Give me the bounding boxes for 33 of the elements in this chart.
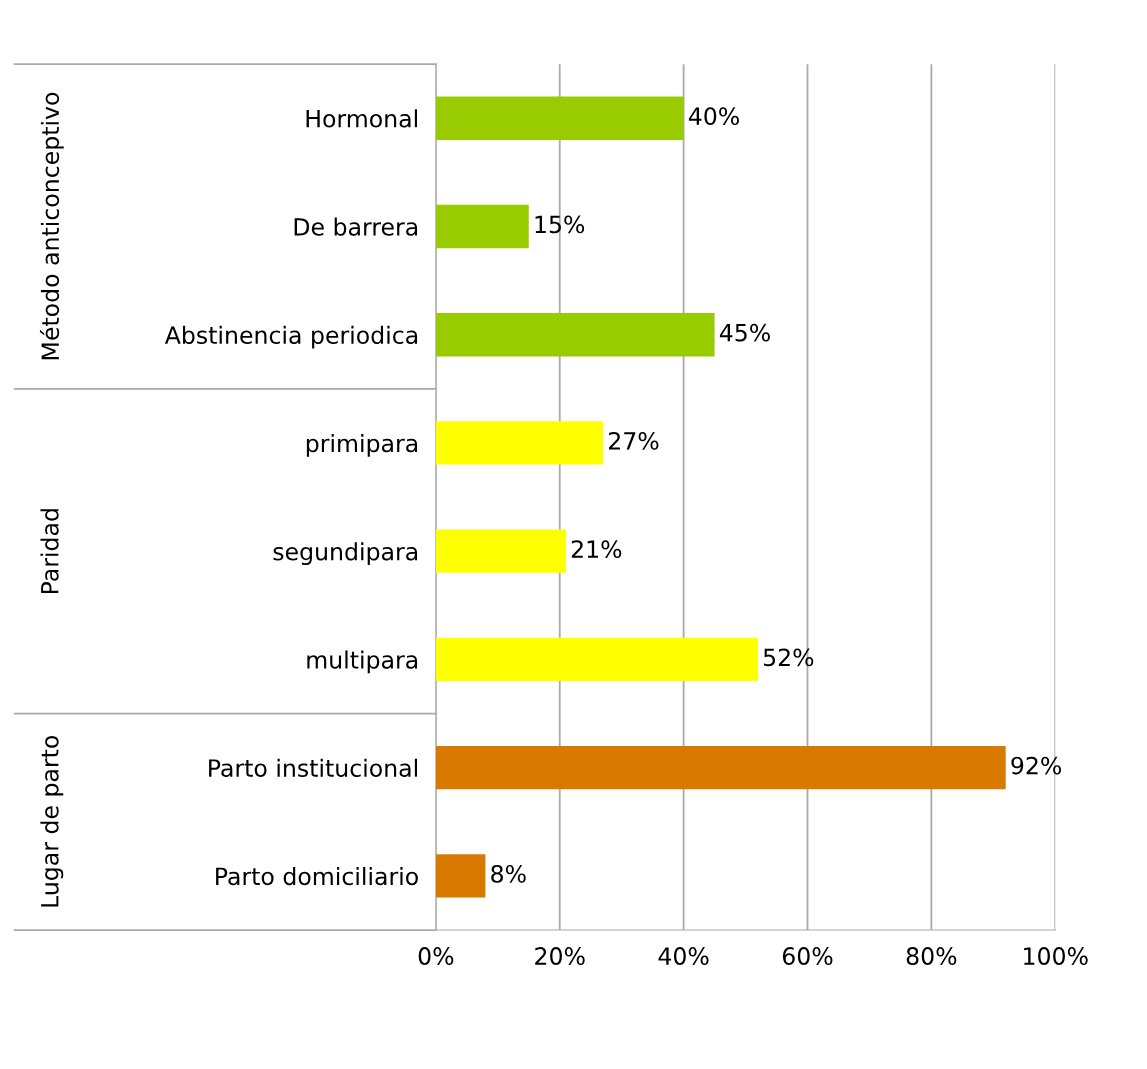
x-tick-label: 80% [906, 947, 957, 965]
x-tick-label: 0% [418, 947, 454, 965]
x-tick-label: 60% [782, 947, 833, 965]
data-label: 27% [608, 431, 659, 450]
bar [435, 96, 684, 140]
bar [435, 204, 529, 249]
bar [435, 529, 566, 573]
data-label: 21% [571, 540, 622, 559]
data-label: 52% [763, 648, 814, 667]
x-tick-label: 100% [1024, 947, 1088, 965]
data-label: 8% [491, 864, 526, 883]
data-label: 15% [535, 215, 585, 234]
x-tick-label: 40% [658, 947, 709, 965]
bar [435, 313, 715, 357]
y-tick-label: Parto institucional [209, 758, 417, 777]
y-tick-label: De barrera [294, 217, 418, 236]
bar [435, 854, 486, 898]
bar [435, 746, 1006, 790]
y-tick-label: Hormonal [306, 109, 417, 128]
y-tick-label: multipara [307, 650, 418, 674]
y-tick-label: primipara [306, 434, 418, 457]
text: Paridad [40, 509, 59, 594]
x-tick-label: 20% [535, 947, 585, 965]
data-label: 40% [688, 107, 739, 126]
y-tick-label: segundipara [273, 542, 418, 566]
y-tick-label: Parto domiciliario [216, 866, 418, 886]
y-tick-label: Abstinencia periodica [164, 325, 418, 349]
data-label: 45% [719, 323, 770, 342]
text: Método anticonceptivo [39, 92, 64, 360]
data-label: 92% [1011, 756, 1062, 775]
bar [435, 421, 604, 465]
text: Lugar de parto [40, 735, 64, 907]
bar [435, 637, 758, 682]
